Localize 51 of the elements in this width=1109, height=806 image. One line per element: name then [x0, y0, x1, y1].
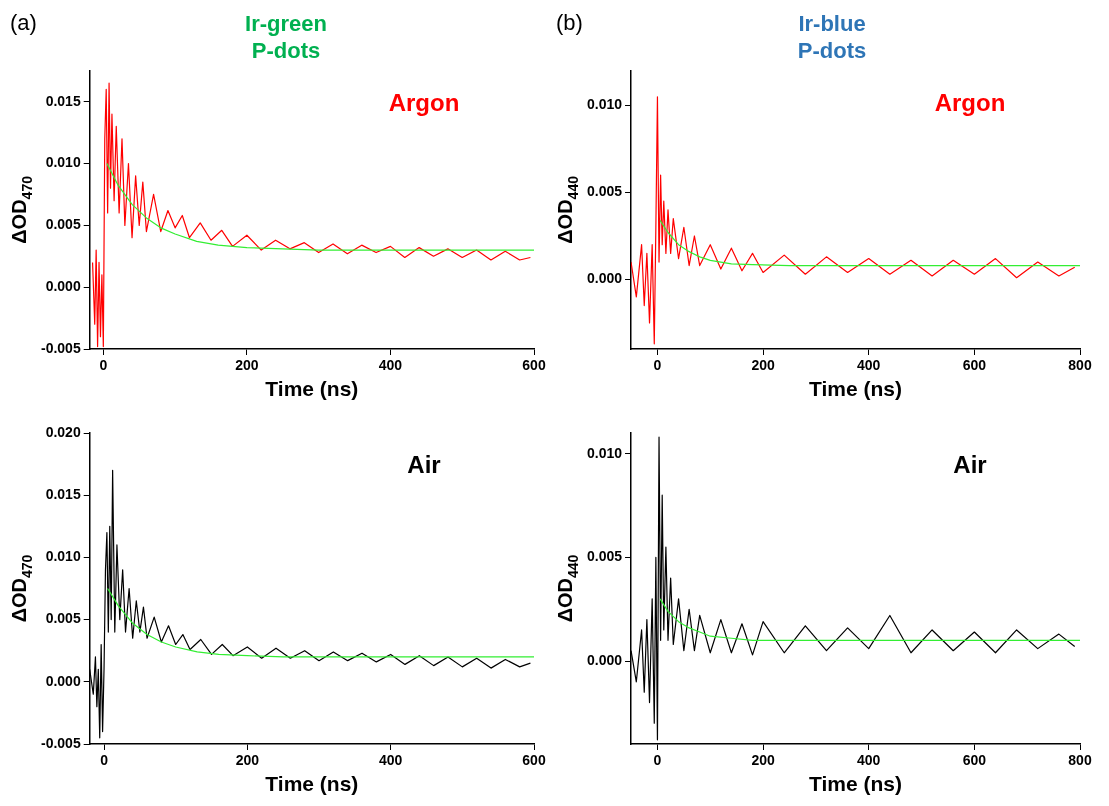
y-axis-title: ΔOD440	[554, 554, 581, 623]
x-tick-label: 0	[653, 357, 662, 374]
y-tick-label: 0.010	[45, 548, 81, 565]
chart-title: Ir-blue P-dots	[797, 11, 867, 63]
x-tick-label: 400	[378, 357, 403, 374]
x-tick-label: 200	[235, 752, 260, 769]
chart-title: Ir-green P-dots	[245, 11, 327, 63]
y-tick-label: 0.000	[45, 672, 81, 689]
text: (b)	[556, 10, 583, 35]
x-tick-label: 600	[962, 752, 987, 769]
annotation: Air	[407, 451, 441, 478]
x-tick-label: 0	[100, 752, 109, 769]
y-axis-title: ΔOD470	[8, 175, 35, 244]
y-tick-label: 0.000	[586, 270, 623, 287]
x-tick-label: 800	[1068, 752, 1092, 769]
x-axis-title: Time (ns)	[809, 377, 902, 401]
x-tick-label: 0	[99, 357, 108, 374]
y-tick-label: 0.015	[45, 92, 81, 109]
y-tick-label: 0.005	[586, 548, 623, 565]
x-tick-label: 400	[857, 357, 881, 374]
y-tick-label: 0.010	[45, 154, 81, 171]
y-tick-label: 0.010	[586, 444, 623, 461]
x-tick-label: 800	[1068, 357, 1092, 374]
x-tick-label: 200	[751, 357, 775, 374]
y-tick-label: 0.005	[586, 183, 623, 200]
y-axis-title: ΔOD470	[8, 554, 35, 623]
x-tick-label: 600	[522, 357, 546, 374]
y-tick-label: 0.010	[586, 96, 623, 113]
x-axis-title: Time (ns)	[809, 772, 902, 796]
y-tick-label: -0.005	[40, 734, 81, 751]
x-tick-label: 200	[751, 752, 775, 769]
x-axis-title: Time (ns)	[265, 377, 359, 401]
y-tick-label: 0.005	[45, 216, 81, 233]
x-axis-title: Time (ns)	[265, 772, 359, 796]
y-tick-label: 0.015	[45, 486, 81, 503]
x-tick-label: 600	[962, 357, 987, 374]
annotation: Argon	[388, 88, 460, 116]
y-tick-label: 0.020	[45, 423, 81, 440]
annotation: Argon	[934, 88, 1006, 116]
x-tick-label: 200	[235, 357, 259, 374]
x-tick-label: 400	[379, 752, 403, 769]
y-tick-label: -0.005	[40, 339, 81, 356]
annotation: Air	[953, 451, 987, 478]
x-tick-label: 400	[857, 752, 881, 769]
x-tick-label: 600	[522, 752, 546, 769]
y-tick-label: 0.000	[586, 651, 623, 668]
y-axis-title: ΔOD440	[554, 175, 581, 244]
y-tick-label: 0.000	[45, 278, 81, 295]
text: (a)	[10, 10, 37, 35]
y-tick-label: 0.005	[45, 610, 81, 627]
x-tick-label: 0	[653, 752, 662, 769]
